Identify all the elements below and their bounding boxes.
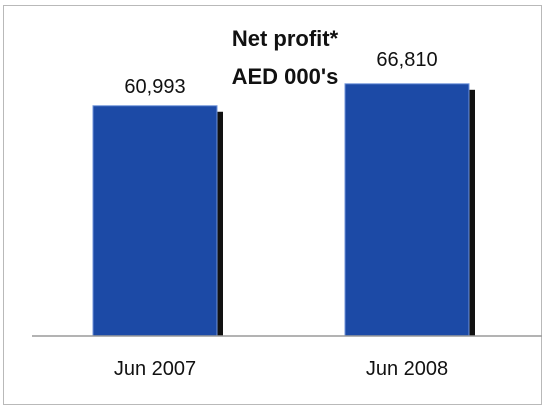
bar-shadow-2	[468, 89, 475, 336]
bar-shadow-1	[216, 111, 223, 336]
bar-2	[344, 83, 470, 337]
chart-subtitle: AED 000's	[232, 64, 339, 89]
bar-value-label-1: 60,993	[124, 76, 185, 98]
bars-layer: 60,993 Jun 2007 66,810 Jun 2008	[92, 49, 475, 380]
category-label-2: Jun 2008	[366, 358, 448, 380]
bar-1	[92, 105, 218, 337]
chart-title: Net profit*	[232, 26, 339, 51]
bar-value-label-2: 66,810	[376, 49, 437, 71]
category-label-1: Jun 2007	[114, 358, 196, 380]
